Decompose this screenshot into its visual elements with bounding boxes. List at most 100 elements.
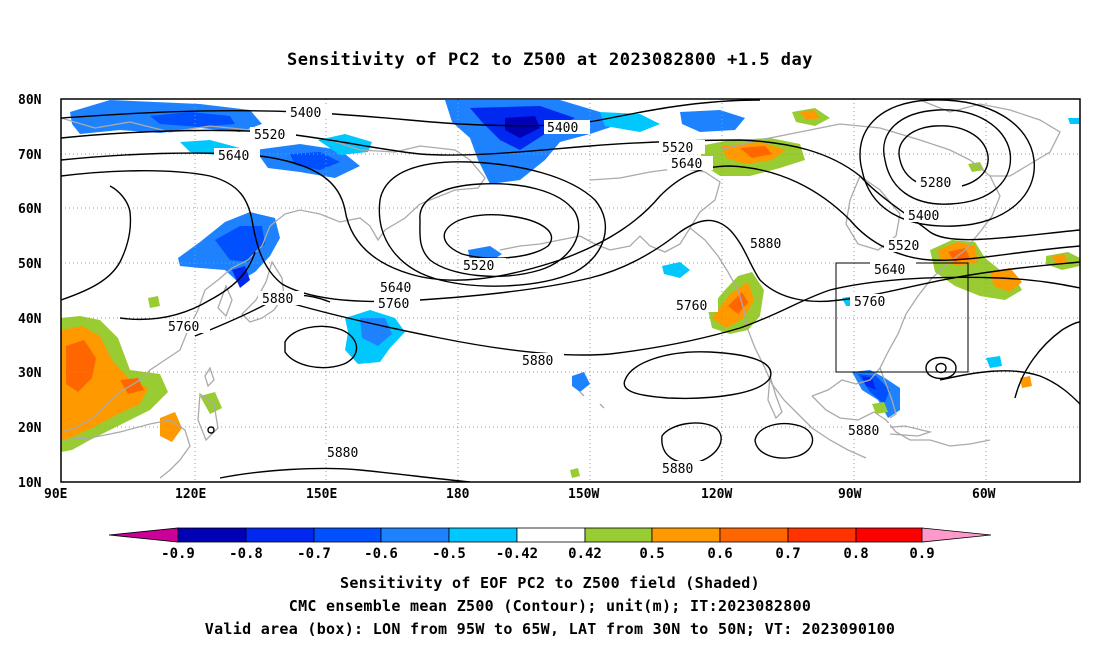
contour-label: 5640 — [671, 157, 702, 172]
shade-positive-scs — [160, 412, 182, 442]
shade-negative-atlantic — [986, 356, 1002, 368]
shade-positive-greenland — [968, 162, 984, 172]
shade-negative-florida-core2 — [862, 376, 876, 390]
contour-5760-asia2 — [119, 251, 256, 321]
contour-high-atl — [1014, 321, 1080, 399]
contour-5520-low — [378, 161, 606, 287]
shade-negative-arctic-west-core — [150, 112, 235, 127]
contour-high-atl2 — [939, 370, 1080, 405]
colorbar-label: -0.8 — [229, 546, 263, 562]
contour-label: 5880 — [848, 424, 879, 439]
colorbar-bins — [108, 527, 992, 543]
coast-china-south — [61, 419, 191, 479]
lat-label: 70N — [18, 148, 42, 163]
caption-valid-area: Valid area (box): LON from 95W to 65W, L… — [204, 620, 896, 638]
colorbar-label: -0.9 — [161, 546, 195, 562]
colorbar-bin — [516, 527, 586, 543]
lat-label: 60N — [18, 202, 42, 217]
colorbar-label: 0.5 — [639, 546, 664, 562]
coast-greenland — [919, 99, 1061, 177]
z500-contours — [61, 99, 1080, 482]
axis-labels: 80N 70N 60N 50N 40N 30N 20N 10N 90E 120E… — [18, 93, 996, 500]
coast-florida — [879, 367, 897, 419]
caption-contour: CMC ensemble mean Z500 (Contour); unit(m… — [288, 597, 812, 615]
caption-shading: Sensitivity of EOF PC2 to Z500 field (Sh… — [340, 574, 760, 592]
colorbar-bin — [584, 527, 653, 543]
contour-small-ring3 — [207, 426, 215, 434]
colorbar-bin — [651, 527, 721, 543]
shade-positive-asia-core2 — [66, 340, 96, 392]
lon-label: 90W — [838, 487, 862, 500]
lon-label: 60W — [972, 487, 996, 500]
lat-label: 10N — [18, 476, 42, 491]
contour-label: 5880 — [262, 292, 293, 307]
gridlines — [61, 99, 1080, 482]
contour-labels: 5400 5400 5400 5520 5520 5520 5520 5640 … — [164, 105, 962, 477]
contour-label: 5520 — [254, 128, 285, 143]
contour-small-ring — [935, 362, 947, 374]
contour-small-ring2 — [925, 356, 957, 380]
colorbar-bin — [313, 527, 382, 543]
shade-negative-pacific-core — [360, 318, 392, 346]
contour-label: 5880 — [522, 354, 553, 369]
colorbar-label: 0.8 — [843, 546, 868, 562]
contour-label: 5520 — [662, 141, 693, 156]
contour-label: 5520 — [463, 259, 494, 274]
coast-na-arctic — [719, 123, 991, 177]
shade-negative-arctic-center-2 — [600, 112, 660, 132]
lon-label: 150E — [306, 487, 337, 500]
coast-aleutians — [499, 235, 581, 251]
shade-negative-arctic-center-core2 — [505, 116, 540, 138]
lat-label: 40N — [18, 312, 42, 327]
contour-high-hawaii — [661, 422, 722, 464]
colorbar-label: -0.5 — [432, 546, 466, 562]
shade-negative-japan-core — [215, 226, 265, 262]
colorbar-bin — [108, 527, 179, 543]
coast-siberia-arctic — [61, 117, 486, 197]
shade-positive-westcoast-core2 — [728, 292, 748, 314]
lon-label: 180 — [446, 487, 470, 500]
coast-hudson — [845, 175, 901, 251]
contour-5400-north — [61, 99, 761, 127]
contour-label: 5280 — [920, 176, 951, 191]
shade-positive-asia-core3 — [120, 378, 144, 394]
contour-label: 5880 — [750, 237, 781, 252]
contour-label: 5400 — [908, 209, 939, 224]
shade-positive-atlantic-far-core — [1052, 254, 1068, 264]
lon-label: 120E — [175, 487, 206, 500]
colorbar-bin — [855, 527, 923, 543]
coast-philippines — [197, 392, 219, 442]
coast-korea — [217, 284, 233, 318]
contour-low-greenland-2 — [883, 109, 1012, 205]
sensitivity-shading — [61, 100, 1080, 478]
colorbar-bin — [921, 527, 992, 543]
colorbar-bin — [177, 527, 247, 543]
coast-kamchatka — [284, 195, 441, 242]
colorbar-bin — [380, 527, 450, 543]
coast-taiwan — [204, 366, 215, 388]
lat-label: 30N — [18, 366, 42, 381]
contour-label: 5400 — [290, 106, 321, 121]
shade-negative-arctic-center-3 — [680, 110, 745, 132]
shade-positive-atlantic-small — [1020, 376, 1032, 388]
contour-high-epac — [623, 351, 772, 400]
colorbar-label: -0.7 — [297, 546, 331, 562]
contour-5880-main — [279, 276, 1080, 356]
contour-high-mexico — [754, 422, 814, 459]
coast-mexico-pen — [767, 375, 783, 420]
shade-negative-ne-pac — [662, 262, 690, 278]
shade-negative-midpac — [572, 372, 590, 392]
lat-label: 80N — [18, 93, 42, 108]
map-title: Sensitivity of PC2 to Z500 at 2023082800… — [286, 50, 813, 70]
colorbar-label: 0.7 — [775, 546, 800, 562]
contour-high-south-pac — [219, 467, 471, 482]
shade-positive-florida — [872, 402, 888, 414]
colorbar-label: 0.42 — [568, 546, 602, 562]
sensitivity-map: 5400 5400 5400 5520 5520 5520 5520 5640 … — [18, 93, 1081, 500]
shade-positive-phil — [200, 392, 222, 414]
contour-5760-asia — [61, 185, 132, 301]
colorbar-label: 0.9 — [909, 546, 934, 562]
contour-label: 5760 — [676, 299, 707, 314]
contour-label: 5760 — [378, 297, 409, 312]
colorbar-labels: -0.9 -0.8 -0.7 -0.6 -0.5 -0.42 0.42 0.5 … — [161, 546, 935, 562]
